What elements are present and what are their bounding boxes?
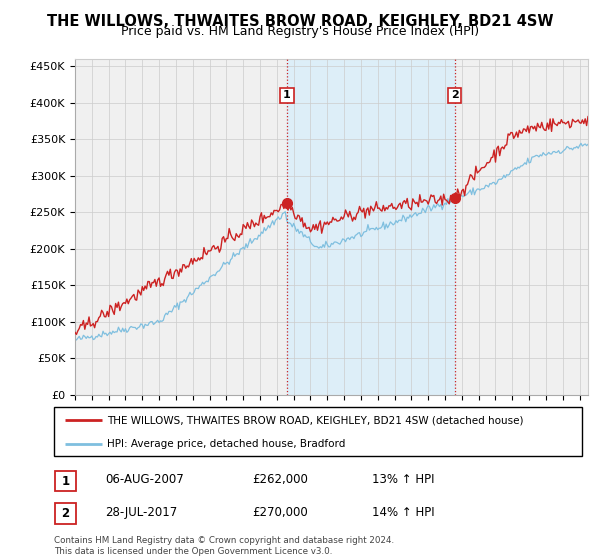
Text: 14% ↑ HPI: 14% ↑ HPI (372, 506, 434, 519)
Text: 28-JUL-2017: 28-JUL-2017 (105, 506, 177, 519)
Text: THE WILLOWS, THWAITES BROW ROAD, KEIGHLEY, BD21 4SW (detached house): THE WILLOWS, THWAITES BROW ROAD, KEIGHLE… (107, 416, 523, 426)
Text: 1: 1 (283, 90, 291, 100)
Bar (287, 59, 455, 395)
FancyBboxPatch shape (55, 471, 76, 491)
FancyBboxPatch shape (54, 407, 582, 456)
Text: THE WILLOWS, THWAITES BROW ROAD, KEIGHLEY, BD21 4SW: THE WILLOWS, THWAITES BROW ROAD, KEIGHLE… (47, 14, 553, 29)
Text: 13% ↑ HPI: 13% ↑ HPI (372, 473, 434, 487)
Text: HPI: Average price, detached house, Bradford: HPI: Average price, detached house, Brad… (107, 439, 345, 449)
Text: Contains HM Land Registry data © Crown copyright and database right 2024.
This d: Contains HM Land Registry data © Crown c… (54, 536, 394, 556)
Text: 2: 2 (451, 90, 458, 100)
FancyBboxPatch shape (55, 503, 76, 524)
Text: £262,000: £262,000 (252, 473, 308, 487)
Text: 2: 2 (61, 507, 70, 520)
Text: 1: 1 (61, 474, 70, 488)
Text: £270,000: £270,000 (252, 506, 308, 519)
Text: Price paid vs. HM Land Registry's House Price Index (HPI): Price paid vs. HM Land Registry's House … (121, 25, 479, 38)
Text: 06-AUG-2007: 06-AUG-2007 (105, 473, 184, 487)
